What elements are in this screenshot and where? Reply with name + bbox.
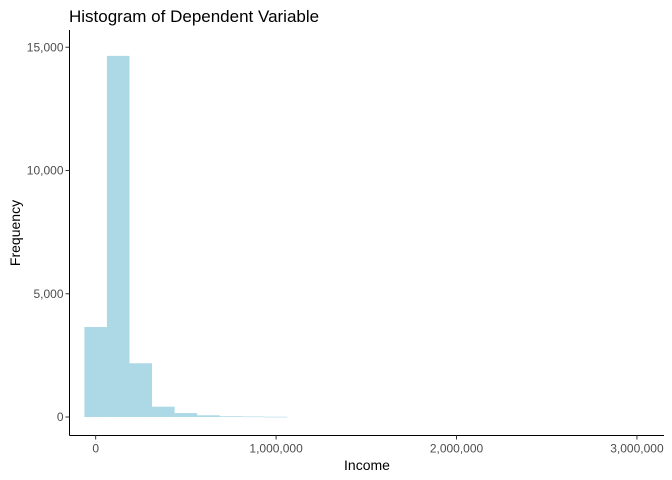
y-tick-label-0: 0 — [57, 410, 64, 424]
x-tick-label-1: 1,000,000 — [249, 442, 303, 456]
y-ticks-group: 0 5,000 10,000 15,000 — [27, 40, 70, 424]
x-axis-title: Income — [344, 457, 390, 473]
chart-title: Histogram of Dependent Variable — [69, 7, 319, 26]
x-tick-label-2: 2,000,000 — [430, 442, 484, 456]
histogram-bar-6 — [219, 416, 243, 418]
y-tick-label-3: 15,000 — [27, 40, 64, 54]
y-tick-label-1: 5,000 — [33, 287, 63, 301]
histogram-bar-7 — [242, 416, 265, 418]
histogram-bar-5 — [197, 415, 220, 418]
histogram-bar-3 — [152, 406, 175, 418]
y-tick-label-2: 10,000 — [27, 164, 64, 178]
x-ticks-group: 0 1,000,000 2,000,000 3,000,000 — [92, 435, 664, 456]
histogram-bar-8 — [264, 416, 288, 418]
histogram-bar-4 — [174, 413, 198, 418]
histogram-bar-2 — [129, 363, 153, 418]
y-axis-title: Frequency — [7, 200, 23, 266]
bars-group — [84, 55, 288, 418]
x-tick-label-3: 3,000,000 — [610, 442, 664, 456]
x-tick-label-0: 0 — [92, 442, 99, 456]
histogram-bar-1 — [106, 55, 130, 418]
histogram-bar-0 — [84, 327, 107, 418]
